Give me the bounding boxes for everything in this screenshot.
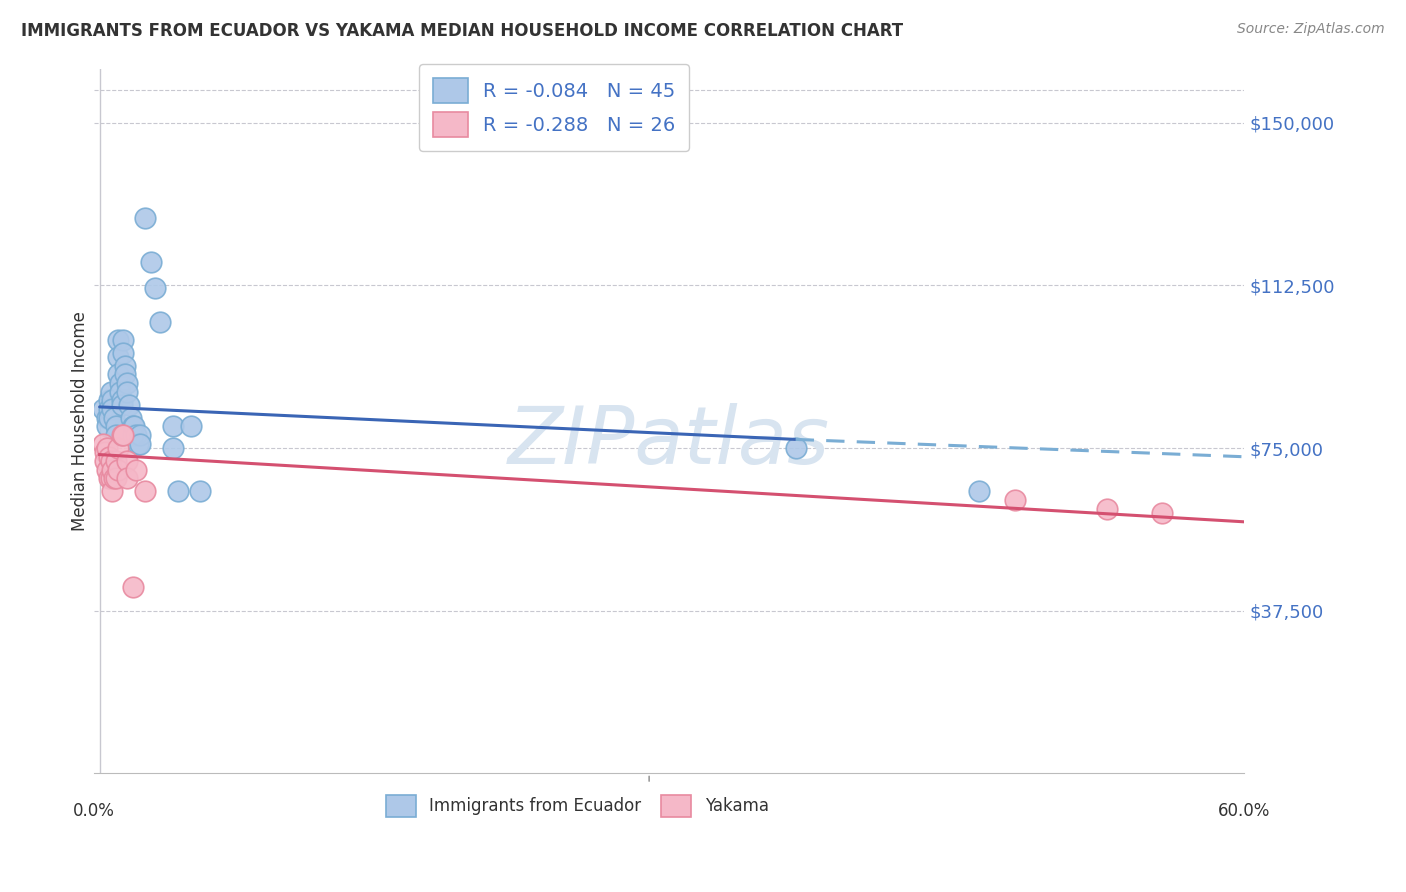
Point — [107, 441, 129, 455]
Point — [110, 428, 132, 442]
Point — [124, 419, 146, 434]
Point — [112, 345, 135, 359]
Point — [120, 410, 142, 425]
Point — [94, 454, 117, 468]
Point — [134, 484, 156, 499]
Y-axis label: Median Household Income: Median Household Income — [72, 311, 89, 531]
Text: ZIPatlas: ZIPatlas — [508, 403, 831, 481]
Point — [105, 419, 128, 434]
Point — [108, 384, 131, 399]
Point — [127, 436, 149, 450]
Point — [121, 419, 143, 434]
Point — [118, 398, 141, 412]
Point — [101, 402, 124, 417]
Point — [134, 211, 156, 226]
Point — [115, 454, 138, 468]
Point — [110, 398, 132, 412]
Point — [125, 428, 148, 442]
Point — [785, 441, 807, 455]
Point — [105, 454, 128, 468]
Point — [162, 419, 184, 434]
Point — [114, 368, 136, 382]
Point — [107, 350, 129, 364]
Point — [112, 428, 135, 442]
Point — [149, 315, 172, 329]
Point — [143, 280, 166, 294]
Point — [1095, 501, 1118, 516]
Point — [107, 463, 129, 477]
Point — [105, 471, 128, 485]
Text: Source: ZipAtlas.com: Source: ZipAtlas.com — [1237, 22, 1385, 37]
Point — [115, 376, 138, 390]
Point — [1150, 506, 1173, 520]
Point — [97, 393, 120, 408]
Point — [103, 410, 125, 425]
Point — [96, 463, 118, 477]
Point — [162, 441, 184, 455]
Point — [129, 436, 152, 450]
Point — [97, 450, 120, 464]
Point — [121, 428, 143, 442]
Point — [110, 393, 132, 408]
Point — [103, 471, 125, 485]
Point — [125, 463, 148, 477]
Point — [180, 419, 202, 434]
Point — [107, 368, 129, 382]
Point — [105, 428, 128, 442]
Point — [129, 428, 152, 442]
Point — [112, 333, 135, 347]
Point — [97, 471, 120, 485]
Point — [100, 384, 122, 399]
Point — [107, 333, 129, 347]
Point — [108, 376, 131, 390]
Point — [115, 471, 138, 485]
Text: 60.0%: 60.0% — [1218, 802, 1271, 820]
Point — [190, 484, 212, 499]
Text: IMMIGRANTS FROM ECUADOR VS YAKAMA MEDIAN HOUSEHOLD INCOME CORRELATION CHART: IMMIGRANTS FROM ECUADOR VS YAKAMA MEDIAN… — [21, 22, 903, 40]
Point — [96, 419, 118, 434]
Point — [96, 441, 118, 455]
Point — [167, 484, 190, 499]
Point — [100, 471, 122, 485]
Legend: Immigrants from Ecuador, Yakama: Immigrants from Ecuador, Yakama — [378, 787, 778, 825]
Point — [121, 580, 143, 594]
Point — [94, 445, 117, 459]
Point — [96, 410, 118, 425]
Point — [1004, 493, 1026, 508]
Point — [115, 384, 138, 399]
Point — [101, 463, 124, 477]
Point — [114, 359, 136, 373]
Point — [101, 484, 124, 499]
Point — [97, 410, 120, 425]
Point — [91, 402, 114, 417]
Point — [101, 393, 124, 408]
Point — [139, 254, 162, 268]
Point — [97, 402, 120, 417]
Text: 0.0%: 0.0% — [73, 802, 115, 820]
Point — [100, 454, 122, 468]
Point — [91, 436, 114, 450]
Point — [967, 484, 990, 499]
